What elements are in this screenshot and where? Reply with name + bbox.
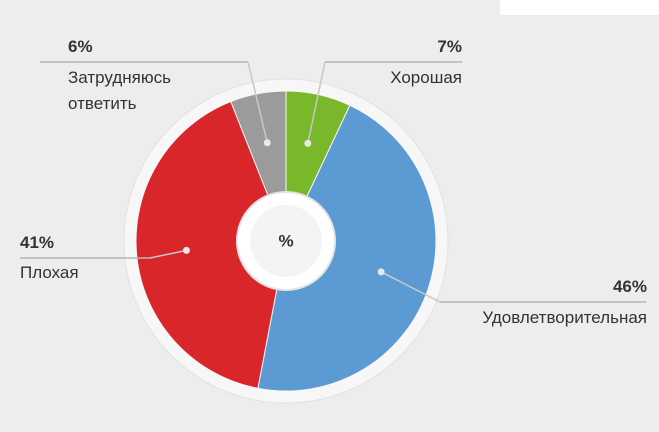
leader-line (247, 61, 268, 143)
leader-line (380, 271, 441, 303)
panel-edge (500, 0, 659, 15)
leader-dot (182, 246, 190, 254)
value-label: 41% (20, 233, 55, 252)
center-label: % (278, 231, 293, 250)
slice (135, 100, 287, 389)
leader-dot (377, 268, 385, 276)
category-label: Хорошая (390, 68, 462, 87)
slice (257, 104, 437, 392)
category-label: Удовлетворительная (482, 308, 647, 327)
leader-line (307, 61, 326, 144)
leader-dot (263, 139, 271, 147)
inner-hole (250, 205, 322, 277)
category-label: Плохая (20, 263, 79, 282)
value-label: 6% (68, 37, 93, 56)
value-label: 7% (437, 37, 462, 56)
leader-dot (304, 139, 312, 147)
value-label: 46% (612, 277, 647, 296)
leader-line (149, 249, 187, 259)
category-label: Затрудняюсь ответить (68, 68, 171, 113)
